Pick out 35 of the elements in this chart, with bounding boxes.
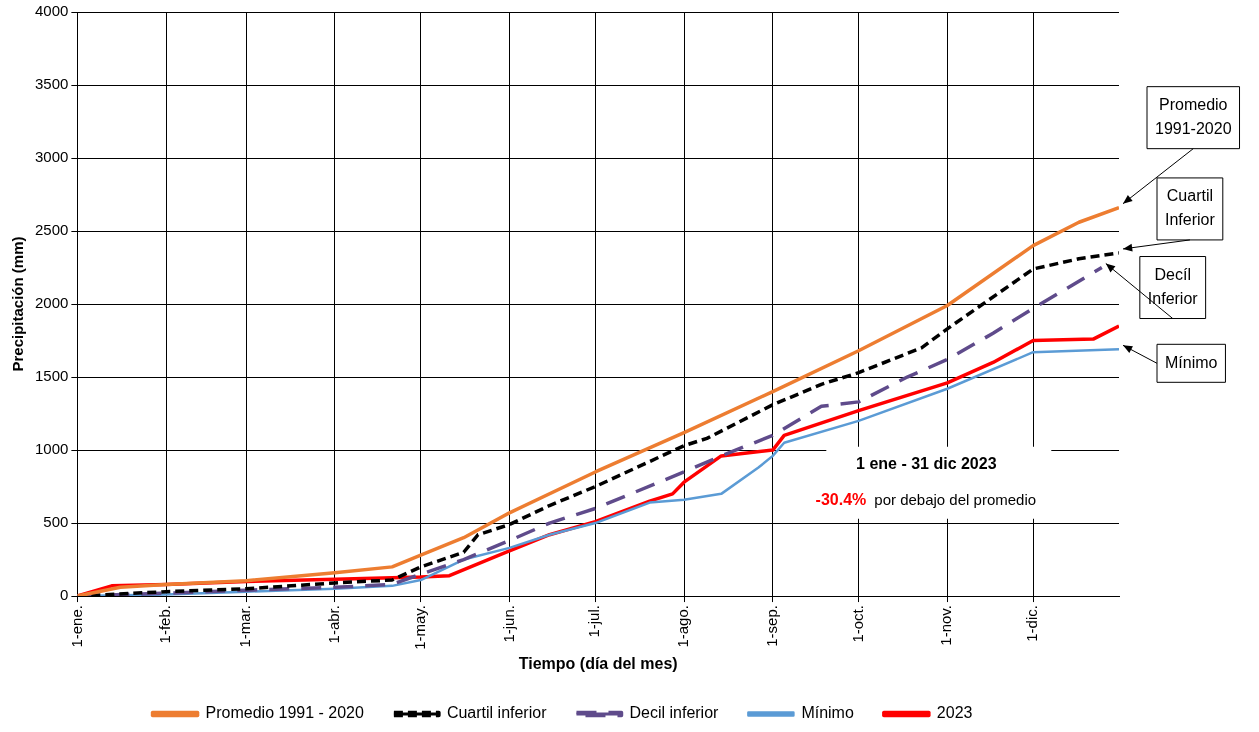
y-tick-label: 4000 xyxy=(34,2,69,20)
legend-label: Cuartil inferior xyxy=(446,704,548,722)
y-tick-label: 3000 xyxy=(34,148,69,166)
x-tick-label: 1-mar. xyxy=(236,605,254,648)
x-tick-label: 1-nov. xyxy=(937,605,955,646)
y-tick-label: 2000 xyxy=(34,294,69,312)
y-tick-label: 3500 xyxy=(34,75,69,93)
x-tick-label: 1-jun. xyxy=(499,605,517,643)
x-tick-label: 1-sep. xyxy=(762,605,780,647)
annotation: Cuartil Inferior xyxy=(1165,187,1216,229)
annotation: 1 ene - 31 dic 2023 xyxy=(856,455,997,473)
x-tick-label: 1-feb. xyxy=(156,605,174,644)
x-tick-label: 1-ago. xyxy=(674,605,692,648)
annotation: Decíl Inferior xyxy=(1147,265,1199,307)
y-tick-label: 2500 xyxy=(34,221,69,239)
y-tick-label: 0 xyxy=(60,586,69,604)
annotation: -30.4% xyxy=(815,491,867,509)
x-tick-label: 1-oct. xyxy=(848,605,866,643)
annotation: Promedio 1991-2020 xyxy=(1155,96,1232,138)
x-tick-label: 1-dic. xyxy=(1023,605,1041,642)
x-tick-label: 1-abr. xyxy=(325,605,343,644)
legend-label: Promedio 1991 - 2020 xyxy=(205,704,364,722)
x-tick-label: 1-may. xyxy=(410,605,428,650)
y-tick-label: 500 xyxy=(43,513,69,531)
legend-label: Decil inferior xyxy=(629,704,720,722)
y-axis-title: Precipitación (mm) xyxy=(9,236,27,372)
y-tick-label: 1500 xyxy=(34,367,69,385)
x-tick-label: 1-jul. xyxy=(585,605,603,638)
annotation: Mínimo xyxy=(1165,353,1218,371)
y-tick-label: 1000 xyxy=(34,440,69,458)
annotation: por debajo del promedio xyxy=(874,490,1037,508)
x-axis-title: Tiempo (día del mes) xyxy=(518,654,678,672)
legend-label: Mínimo xyxy=(801,704,854,722)
x-tick-label: 1-ene. xyxy=(67,605,85,648)
legend-label: 2023 xyxy=(936,704,973,722)
